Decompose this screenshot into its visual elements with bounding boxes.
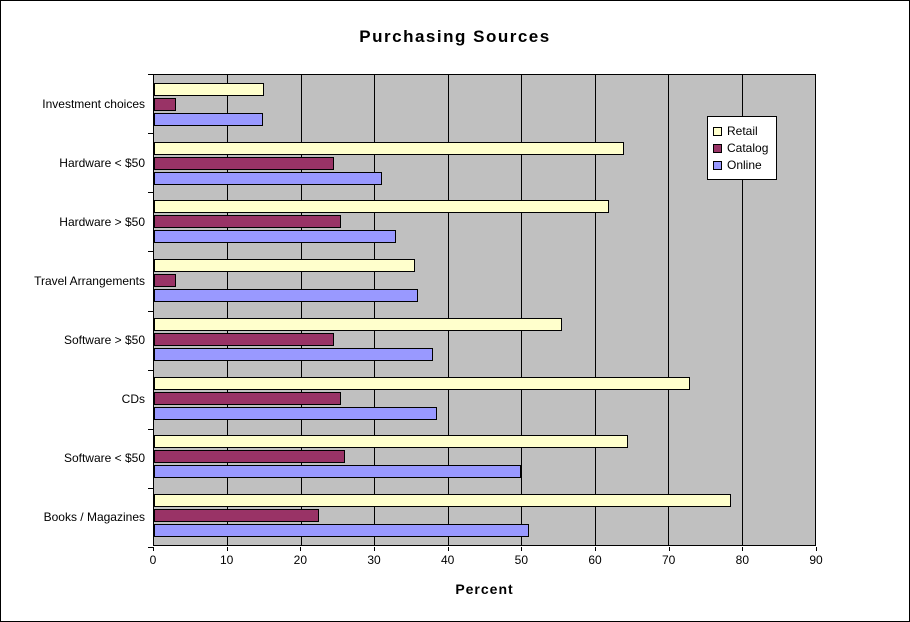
x-tick-label: 60 xyxy=(588,553,602,567)
x-tick-mark xyxy=(595,547,596,551)
y-tick-mark xyxy=(148,547,153,548)
x-tick-label: 30 xyxy=(367,553,381,567)
catalog-bar xyxy=(154,97,177,111)
gridline xyxy=(594,75,596,545)
category-label: Hardware > $50 xyxy=(59,214,145,229)
y-axis-labels: Investment choices Hardware < $50 Hardware… xyxy=(1,74,145,546)
catalog-bar xyxy=(154,450,345,464)
x-tick-label: 50 xyxy=(514,553,529,567)
gridline xyxy=(741,75,743,545)
gridline xyxy=(300,75,302,545)
category-label: Hardware < $50 xyxy=(59,155,145,170)
x-tick-mark xyxy=(816,547,817,551)
y-tick-mark xyxy=(148,74,153,75)
online-bar xyxy=(154,465,522,479)
online-legend-swatch xyxy=(713,160,722,170)
x-axis-ticks xyxy=(153,547,817,551)
x-tick-mark xyxy=(668,547,670,551)
retail-bar xyxy=(154,376,691,390)
online-bar xyxy=(154,230,397,244)
y-tick-mark xyxy=(148,428,153,430)
category-row xyxy=(154,251,815,310)
x-tick-label: 90 xyxy=(809,553,823,567)
retail-bar xyxy=(154,200,610,214)
category-row xyxy=(154,75,815,134)
online-bar xyxy=(154,347,434,361)
y-tick-mark xyxy=(148,369,153,371)
legend-label: Online xyxy=(727,158,762,172)
x-tick-label: 20 xyxy=(293,553,308,567)
catalog-legend-swatch xyxy=(713,143,722,153)
category-row xyxy=(154,486,815,545)
gridline xyxy=(447,75,449,545)
retail-bar xyxy=(154,317,562,331)
catalog-bar xyxy=(154,215,342,229)
catalog-bar xyxy=(154,391,342,405)
y-tick-mark xyxy=(148,192,153,194)
retail-legend-swatch xyxy=(713,126,722,136)
x-tick-mark xyxy=(153,547,154,551)
bar-rows xyxy=(154,75,815,545)
x-tick-mark xyxy=(447,547,449,551)
gridline xyxy=(374,75,376,545)
category-label: Travel Arrangements xyxy=(34,273,145,288)
retail-bar xyxy=(154,82,265,96)
category-row xyxy=(154,193,815,252)
x-tick-label: 40 xyxy=(440,553,455,567)
retail-bar xyxy=(154,494,731,508)
catalog-bar xyxy=(154,509,320,523)
x-axis-labels: 0 10 20 30 40 50 60 70 80 90 xyxy=(149,553,823,569)
category-label: Books / Magazines xyxy=(43,509,145,524)
online-bar xyxy=(154,112,263,126)
online-bar xyxy=(154,171,382,185)
catalog-bar xyxy=(154,156,334,170)
legend-item: Online xyxy=(713,158,768,172)
gridline xyxy=(521,75,523,545)
x-tick-mark xyxy=(300,547,302,551)
category-row xyxy=(154,134,815,193)
category-label: CDs xyxy=(121,391,145,406)
gridline xyxy=(668,75,670,545)
y-axis-ticks xyxy=(148,74,153,548)
legend-label: Retail xyxy=(727,124,758,138)
online-bar xyxy=(154,406,437,420)
retail-bar xyxy=(154,435,628,449)
gridline xyxy=(227,75,229,545)
y-tick-mark xyxy=(148,251,153,253)
gridline xyxy=(815,75,816,545)
x-tick-mark xyxy=(374,547,375,551)
online-bar xyxy=(154,289,419,303)
x-tick-label: 0 xyxy=(149,553,157,567)
plot-area xyxy=(153,74,816,546)
category-row xyxy=(154,369,815,428)
catalog-bar xyxy=(154,274,177,288)
x-tick-label: 80 xyxy=(735,553,750,567)
legend-item: Retail xyxy=(713,124,768,138)
retail-bar xyxy=(154,141,625,155)
y-tick-mark xyxy=(148,487,153,489)
category-row xyxy=(154,428,815,487)
category-label: Investment choices xyxy=(42,96,145,111)
x-tick-label: 70 xyxy=(661,553,676,567)
chart-title: Purchasing Sources xyxy=(359,27,551,46)
y-tick-mark xyxy=(148,133,153,135)
x-tick-mark xyxy=(742,547,744,551)
x-tick-label: 10 xyxy=(219,553,234,567)
legend-label: Catalog xyxy=(727,141,769,155)
x-axis-title: Percent xyxy=(455,581,514,597)
catalog-bar xyxy=(154,332,334,346)
x-tick-mark xyxy=(226,547,228,551)
legend-item: Catalog xyxy=(713,141,768,155)
x-tick-mark xyxy=(521,547,523,551)
legend: Retail Catalog Online xyxy=(707,116,778,180)
category-label: Software > $50 xyxy=(63,332,145,347)
y-tick-mark xyxy=(148,310,153,312)
category-label: Software < $50 xyxy=(63,450,145,465)
retail-bar xyxy=(154,259,415,273)
category-row xyxy=(154,310,815,369)
online-bar xyxy=(154,524,529,538)
